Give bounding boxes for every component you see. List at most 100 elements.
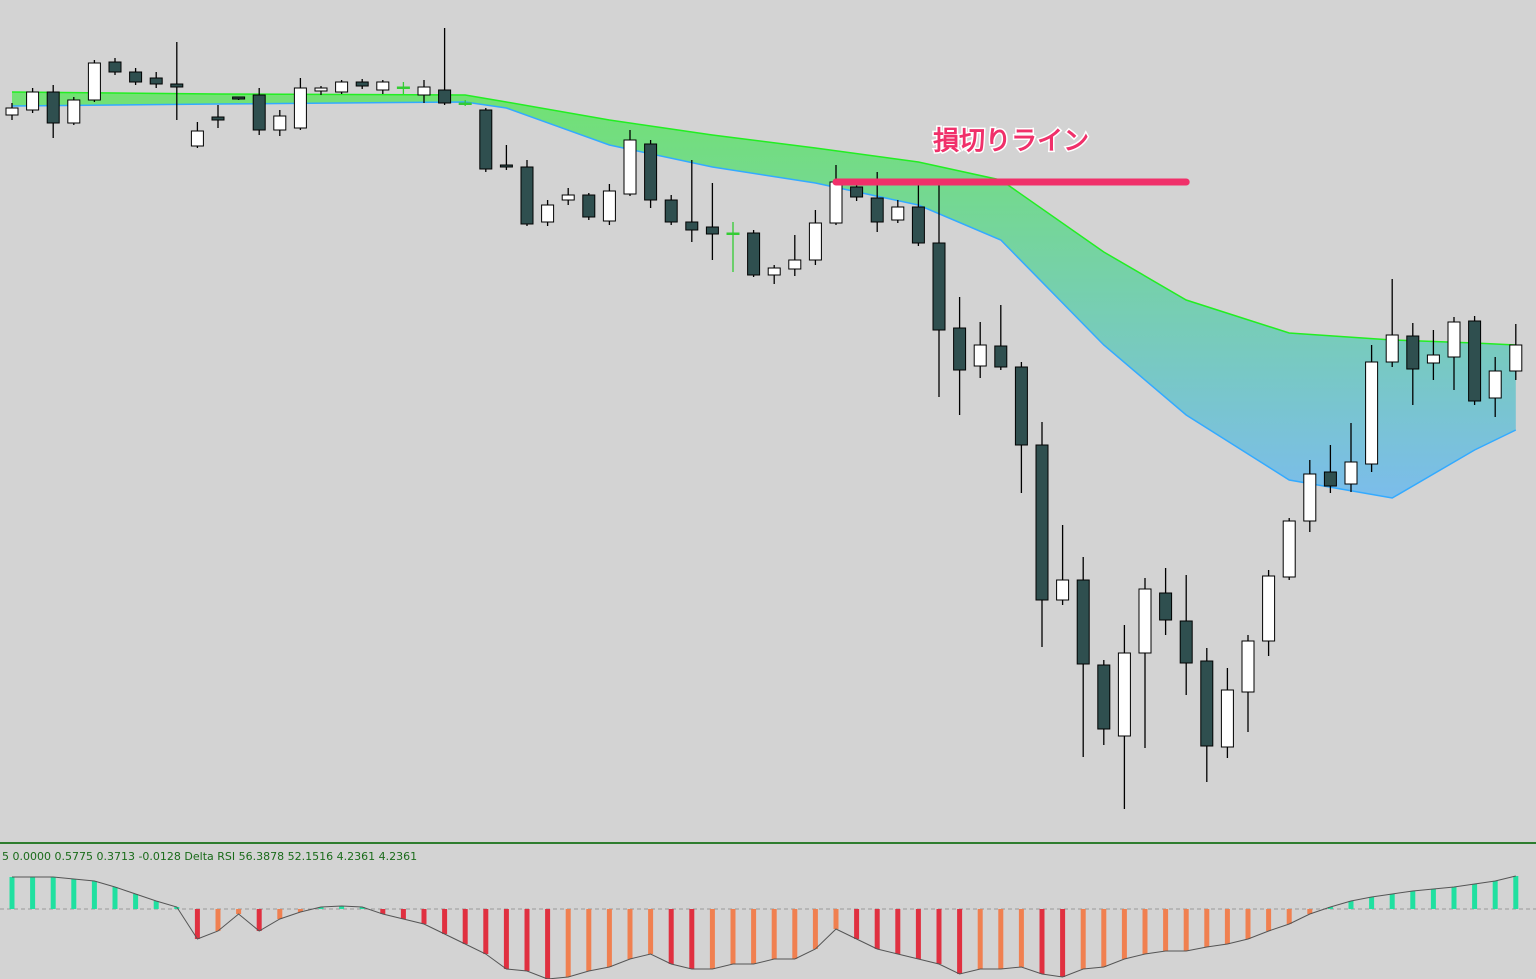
candle-body [911, 206, 925, 244]
candle-body [788, 259, 802, 270]
histogram-bar [957, 909, 963, 974]
histogram-bar [1389, 894, 1395, 909]
candle-body [1509, 344, 1523, 372]
candle-body [953, 327, 967, 371]
candle-body [520, 166, 534, 225]
histogram-bar [689, 909, 695, 969]
histogram-bar [1492, 881, 1498, 909]
candle-body [355, 81, 369, 87]
candle-body [108, 61, 122, 73]
histogram-bar [606, 909, 612, 967]
candle-body [1035, 444, 1049, 601]
histogram-bar [1060, 909, 1066, 977]
histogram-bar [1101, 909, 1107, 967]
histogram-bar [194, 909, 200, 939]
histogram-bar [277, 909, 283, 919]
indicator-label: 5 0.0000 0.5775 0.3713 -0.0128 Delta RSI… [2, 850, 417, 863]
candle-body [767, 267, 781, 276]
histogram-bar [483, 909, 489, 954]
candle-body [623, 139, 637, 195]
candle-body [1323, 471, 1337, 487]
candle-body [1365, 361, 1379, 465]
candle-body [582, 194, 596, 218]
histogram-bar [133, 894, 139, 909]
candle-body [46, 91, 60, 124]
histogram-bar [1142, 909, 1148, 954]
histogram-bar [854, 909, 860, 939]
candle-body [252, 94, 266, 131]
histogram-bar [1183, 909, 1189, 951]
histogram-bar [339, 906, 345, 909]
candle-body [726, 232, 740, 235]
candle-body [602, 190, 616, 222]
candle-body [1097, 664, 1111, 730]
candle-body [1220, 689, 1234, 748]
histogram-bar [936, 909, 942, 964]
candle-body [1488, 370, 1502, 399]
histogram-bar [9, 877, 15, 909]
histogram-bar [1018, 909, 1024, 967]
candle-body [829, 181, 843, 224]
histogram-bar [1224, 909, 1230, 944]
candle-body [644, 143, 658, 201]
candle-body [417, 86, 431, 96]
histogram-bar [1369, 897, 1375, 909]
histogram-bar [50, 877, 56, 909]
candle-body [190, 130, 204, 147]
histogram-bar [421, 909, 427, 924]
candle-body [458, 102, 472, 105]
histogram-bar [71, 879, 77, 909]
histogram-bar [215, 909, 221, 931]
candle-body [891, 206, 905, 221]
histogram-bar [1327, 907, 1333, 909]
candle-body [129, 71, 143, 83]
histogram-bar [236, 909, 242, 914]
candle-body [1241, 640, 1255, 693]
candle-body [26, 91, 40, 111]
candle-body [314, 87, 328, 92]
histogram-bar [771, 909, 777, 959]
histogram-bar [1039, 909, 1045, 974]
histogram-bar [1286, 909, 1292, 924]
histogram-bar [91, 881, 97, 909]
candle-body [664, 199, 678, 223]
histogram-bar [297, 909, 303, 912]
candle-body [870, 197, 884, 223]
candle-body [932, 242, 946, 331]
candle-body [1159, 592, 1173, 621]
candle-body [705, 226, 719, 235]
histogram-bar [524, 909, 530, 971]
candle-body [293, 87, 307, 129]
histogram-bar [1307, 909, 1313, 914]
histogram-bar [174, 907, 180, 909]
candle-body [396, 86, 410, 89]
histogram-bar [112, 887, 118, 909]
candle-body [5, 107, 19, 116]
histogram-bar [1121, 909, 1127, 959]
candle-body [808, 222, 822, 261]
candle-body [541, 204, 555, 223]
histogram-bar [627, 909, 633, 959]
candle-body [685, 221, 699, 231]
candle-body [376, 81, 390, 91]
histogram-bar [318, 907, 324, 909]
histogram-bar [1245, 909, 1251, 939]
histogram-bar [998, 909, 1004, 969]
candle-body [1447, 321, 1461, 358]
histogram-bar [648, 909, 654, 954]
candle-body [273, 115, 287, 131]
histogram-bar [1266, 909, 1272, 931]
histogram-bar [30, 877, 36, 909]
histogram-bar [812, 909, 818, 949]
candle-body [170, 83, 184, 88]
candle-body [561, 194, 575, 201]
candle-body [1282, 520, 1296, 578]
candle-body [499, 164, 513, 168]
histogram-bar [256, 909, 262, 931]
histogram-bar [915, 909, 921, 959]
indicator-line [12, 875, 1516, 979]
histogram-bar [565, 909, 571, 977]
candle-body [87, 62, 101, 101]
